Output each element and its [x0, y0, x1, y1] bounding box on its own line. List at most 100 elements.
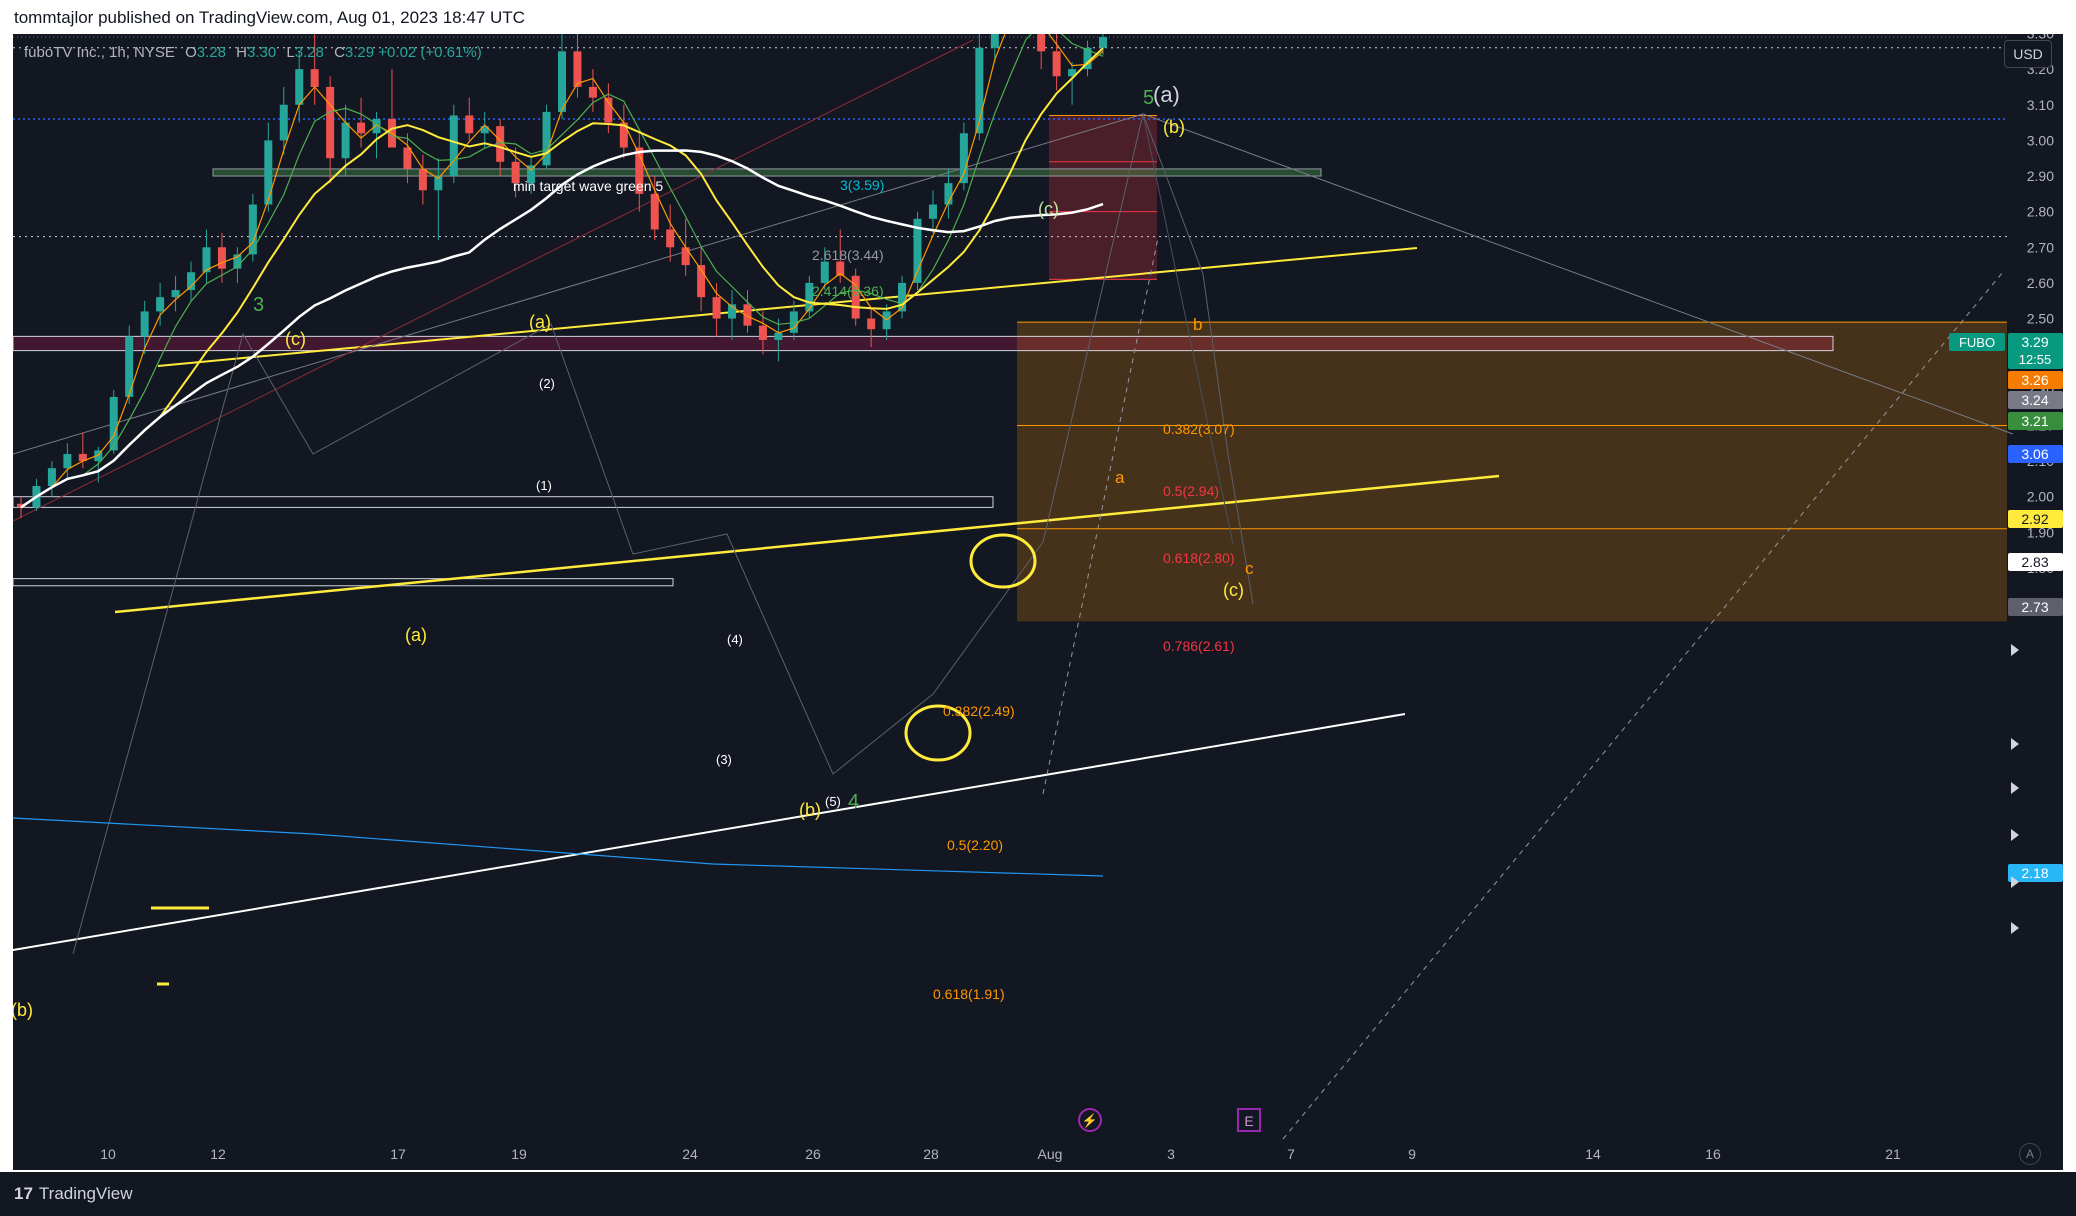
highlight-circle-1 [969, 533, 1037, 589]
price-tag-countdown: 12:55 [2019, 352, 2052, 367]
axis-marker-0 [2011, 644, 2019, 656]
candle-body [697, 265, 706, 298]
wave-path [72, 112, 1254, 955]
candle-body [898, 282, 907, 312]
gridlines-layer [13, 36, 2007, 530]
candle-body [604, 97, 613, 123]
price-tag-bg [2008, 445, 2063, 463]
drawings-layer [13, 39, 2014, 1140]
fib-label-6: 0.618(1.91) [933, 986, 1005, 1002]
ext-label-2: 2.414(3.36) [812, 283, 884, 299]
x-tick-label: 24 [682, 1146, 698, 1162]
y-tick-label: 2.00 [2027, 489, 2054, 505]
candle-body [171, 290, 180, 298]
publish-header: tommtajlor published on TradingView.com,… [14, 8, 525, 27]
axis-layer: 3.803.703.603.503.403.303.203.103.002.90… [100, 34, 2063, 1162]
candle-body [434, 176, 443, 191]
candle-body [310, 69, 319, 87]
price-tag-value: 2.18 [2021, 865, 2048, 881]
y-tick-label: 2.80 [2027, 204, 2054, 220]
fan-line-3 [1142, 113, 2014, 435]
wave-white-2: (4) [727, 632, 743, 647]
candle-body [264, 140, 273, 205]
price-tag-value: 2.92 [2021, 511, 2048, 527]
lower-trendline [13, 713, 1406, 951]
moving-averages-layer [13, 34, 1104, 986]
retracement-zone-box [1049, 115, 1157, 280]
fib-label-0: 0.382(3.07) [1163, 421, 1235, 437]
legend-change: +0.02 (+0.61%) [378, 44, 482, 61]
candle-body [928, 204, 937, 219]
earnings-event-marker [1237, 1108, 1261, 1132]
candle-body [295, 69, 304, 105]
price-tag-bg [2008, 553, 2063, 571]
candle-body [913, 218, 922, 283]
y-tick-label: 3.10 [2027, 97, 2054, 113]
x-tick-label: 21 [1885, 1146, 1901, 1162]
highlight-circle-2 [904, 704, 972, 762]
price-chart-svg[interactable]: min target wave green 5 0.382(3.07) 0.5(2.… [13, 34, 2063, 1170]
axis-marker-3 [2011, 829, 2019, 841]
candle-body [959, 133, 968, 184]
orange-retracement-box [1017, 322, 2007, 622]
candle-body [774, 332, 783, 340]
projection-dashed-2 [1282, 271, 2004, 1140]
tradingview-logo[interactable]: 17 TradingView [14, 1184, 132, 1204]
legend-low: 3.28 [294, 44, 324, 61]
x-tick-label: 3 [1167, 1146, 1175, 1162]
candle-body [372, 119, 381, 134]
x-tick-label: 12 [210, 1146, 226, 1162]
fan-line-2 [13, 39, 974, 522]
candle-body [1083, 47, 1092, 70]
y-tick-label: 1.90 [2027, 524, 2054, 540]
chart-area[interactable]: min target wave green 5 0.382(3.07) 0.5(2.… [13, 34, 2063, 1170]
tradingview-brand: TradingView [38, 1184, 133, 1203]
fan-line-4 [1142, 113, 1234, 545]
candle-body [758, 325, 767, 340]
candle-body [712, 297, 721, 319]
currency-button[interactable]: USD [2004, 40, 2052, 68]
wave-green-0: 3 [253, 294, 264, 316]
ext-label-1: 2.618(3.44) [812, 247, 884, 263]
candle-body [233, 254, 242, 269]
wave-yellow-3: (c) [1038, 199, 1059, 219]
auto-scale-button[interactable]: A [2019, 1143, 2041, 1165]
wave-green-2: 5 [1143, 87, 1154, 109]
candle-body [47, 468, 56, 487]
x-tick-label: 10 [100, 1146, 116, 1162]
y-tick-label: 3.30 [2027, 34, 2054, 42]
candle-body [449, 115, 458, 177]
ma-yellow [20, 47, 1104, 509]
price-tag-bg [2008, 412, 2063, 430]
candle-body [78, 453, 87, 462]
labels-layer: min target wave green 5 0.382(3.07) 0.5(2.… [13, 82, 1261, 1132]
x-tick-label: 26 [805, 1146, 821, 1162]
fib-label-5: 0.5(2.20) [947, 837, 1003, 853]
candle-body [728, 304, 737, 319]
fib-label-1: 0.5(2.94) [1163, 483, 1219, 499]
wave-orange-2: c [1245, 559, 1254, 578]
candle-body [326, 86, 335, 159]
wave-yellow-1: (b) [1163, 117, 1185, 137]
price-tag-bg [2008, 371, 2063, 389]
candle-body [990, 34, 999, 48]
footer-bar [0, 1172, 2076, 1216]
wave-yellow-6: (a) [405, 625, 427, 645]
candle-body [558, 51, 566, 112]
earnings-e-icon: E [1244, 1113, 1253, 1129]
x-tick-label: 16 [1705, 1146, 1721, 1162]
x-tick-label: 14 [1585, 1146, 1601, 1162]
axis-marker-2 [2011, 782, 2019, 794]
candle-body [496, 126, 505, 162]
ma-white [20, 149, 1104, 509]
price-tag-value: 2.73 [2021, 599, 2048, 615]
candle-body [418, 168, 427, 191]
support-band-green [212, 168, 1322, 177]
wave-orange-1: a [1115, 468, 1125, 487]
candle-body [820, 261, 829, 283]
candle-body [588, 86, 597, 98]
candle-body [635, 147, 644, 194]
axis-marker-5 [2011, 922, 2019, 934]
price-tag-value: 3.21 [2021, 413, 2048, 429]
